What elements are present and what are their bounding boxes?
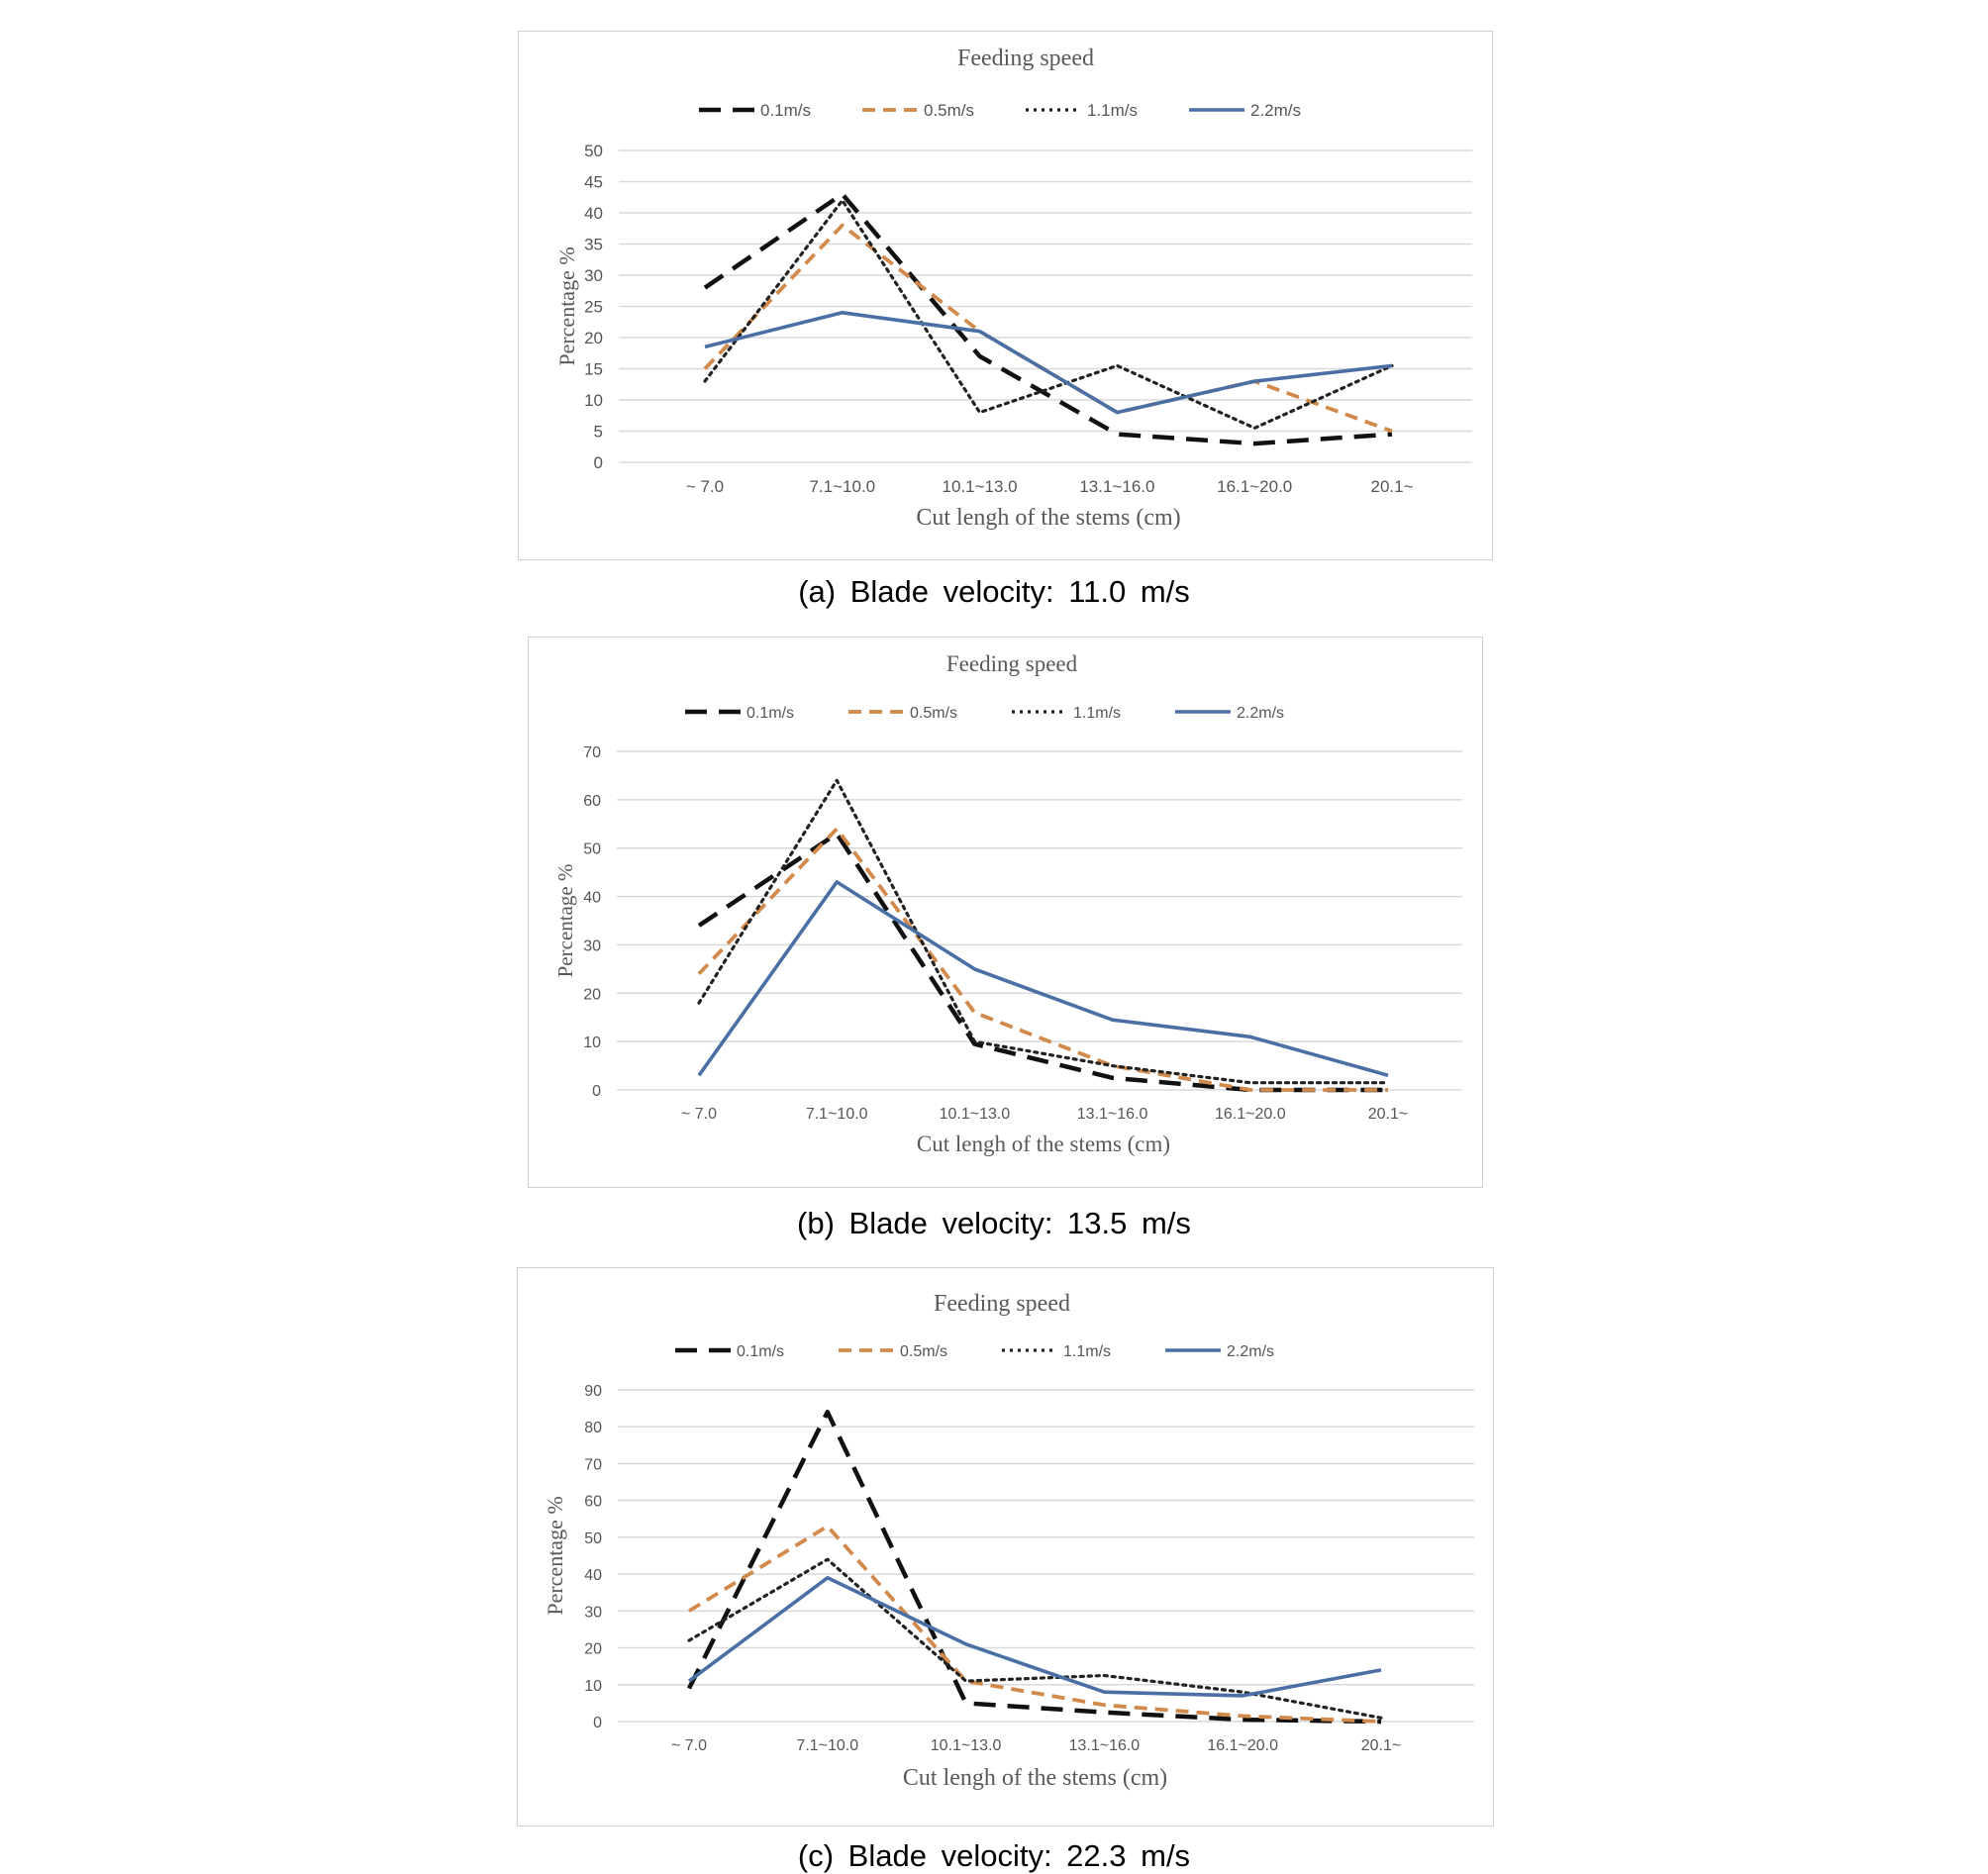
caption-a: (a) Blade velocity: 11.0 m/s [798,574,1190,609]
series-line-0.1m/s [703,191,1393,446]
series-line-1.1m/s [687,1557,1383,1720]
y-tick-label: 20 [584,1641,602,1658]
x-tick-label: 20.1~ [1368,1106,1408,1123]
y-tick-label: 35 [584,236,603,254]
y-tick-label: 10 [583,1035,601,1051]
x-tick-label: 16.1~20.0 [1217,477,1292,496]
y-axis-title: Percentage % [554,247,579,365]
y-tick-label: 90 [584,1383,602,1400]
y-tick-label: 40 [584,1567,602,1584]
series-line-1.1m/s [703,198,1394,430]
x-tick-label: 10.1~13.0 [940,1106,1011,1123]
legend-label: 0.5m/s [910,705,957,722]
series-line-0.1m/s [697,831,1388,1093]
series-line-0.5m/s [688,1524,1382,1724]
y-axis-title: Percentage % [553,864,577,978]
chart-a: Feeding speed 0.1m/s 0.5m/s 1.1m/s 2.2m/s 0 5 1… [554,46,1472,531]
y-tick-label: 30 [583,937,601,954]
y-tick-label: 0 [593,1715,602,1731]
x-tick-label: 10.1~13.0 [943,477,1018,496]
y-tick-label: 0 [592,1083,601,1100]
legend-label: 2.2m/s [1237,705,1284,722]
y-tick-label: 15 [584,360,603,379]
chart-panel-c: Feeding speed 0.1m/s 0.5m/s 1.1m/s 2.2m/s 0 10… [517,1267,1494,1826]
series-line-0.1m/s [686,1410,1382,1725]
chart-title: Feeding speed [946,651,1078,676]
x-axis-title: Cut lengh of the stems (cm) [903,1765,1167,1791]
x-axis-title: Cut lengh of the stems (cm) [916,505,1180,531]
legend-label: 0.1m/s [746,705,794,722]
y-tick-label: 70 [584,1456,602,1473]
y-tick-label: 50 [584,142,603,160]
legend-label: 1.1m/s [1063,1343,1111,1360]
y-tick-label: 80 [584,1420,602,1436]
y-tick-label: 5 [594,423,603,442]
x-tick-label: 16.1~20.0 [1215,1106,1286,1123]
series-line-2.2m/s [704,310,1393,415]
x-tick-label: 7.1~10.0 [796,1737,858,1754]
y-tick-label: 10 [584,1678,602,1695]
y-tick-label: 20 [584,329,603,347]
y-tick-label: 0 [594,453,603,472]
legend-label: 0.1m/s [760,101,811,120]
y-tick-label: 30 [584,266,603,285]
legend-label: 1.1m/s [1073,705,1121,722]
legend-label: 0.1m/s [737,1343,784,1360]
y-tick-label: 50 [583,841,601,858]
x-axis-title: Cut lengh of the stems (cm) [917,1132,1170,1156]
series-line-0.5m/s [697,827,1388,1092]
x-tick-label: 13.1~16.0 [1077,1106,1148,1123]
legend-label: 0.5m/s [900,1343,947,1360]
y-axis-title: Percentage % [543,1496,567,1615]
chart-c: Feeding speed 0.1m/s 0.5m/s 1.1m/s 2.2m/s 0 10… [543,1291,1474,1791]
y-tick-label: 25 [584,298,603,317]
legend-label: 1.1m/s [1087,101,1138,120]
y-tick-label: 50 [584,1530,602,1547]
x-tick-label: 7.1~10.0 [809,477,875,496]
series-line-2.2m/s [697,880,1389,1078]
chart-title: Feeding speed [934,1291,1070,1317]
x-tick-label: 13.1~16.0 [1069,1737,1141,1754]
x-tick-label: 7.1~10.0 [806,1106,868,1123]
y-tick-label: 10 [584,391,603,410]
y-tick-label: 60 [584,1494,602,1511]
x-tick-label: ~ 7.0 [681,1106,717,1123]
x-tick-label: 13.1~16.0 [1079,477,1154,496]
x-tick-label: 10.1~13.0 [931,1737,1002,1754]
y-tick-label: 20 [583,986,601,1003]
y-tick-label: 40 [583,890,601,907]
chart-title: Feeding speed [957,46,1094,71]
y-tick-label: 60 [583,793,601,810]
y-tick-label: 30 [584,1604,602,1621]
caption-b: (b) Blade velocity: 13.5 m/s [797,1206,1191,1240]
x-tick-label: ~ 7.0 [686,477,724,496]
x-tick-label: 20.1~ [1370,477,1413,496]
chart-panel-b: Feeding speed 0.1m/s 0.5m/s 1.1m/s 2.2m/s 0 10… [528,637,1483,1188]
legend-label: 2.2m/s [1250,101,1301,120]
chart-b: Feeding speed 0.1m/s 0.5m/s 1.1m/s 2.2m/s 0 10… [553,651,1462,1156]
legend-label: 0.5m/s [924,101,974,120]
y-tick-label: 45 [584,173,603,192]
x-tick-label: 16.1~20.0 [1207,1737,1278,1754]
caption-c: (c) Blade velocity: 22.3 m/s [797,1838,1191,1873]
y-tick-label: 40 [584,204,603,223]
x-tick-label: 20.1~ [1361,1737,1401,1754]
series-line-0.5m/s [703,223,1393,434]
y-tick-label: 70 [583,744,601,761]
series-line-1.1m/s [697,778,1390,1085]
series-line-2.2m/s [687,1575,1382,1698]
legend-label: 2.2m/s [1227,1343,1274,1360]
chart-panel-a: Feeding speed 0.1m/s 0.5m/s 1.1m/s 2.2m/s 0 5 1… [518,31,1493,560]
x-tick-label: ~ 7.0 [671,1737,707,1754]
